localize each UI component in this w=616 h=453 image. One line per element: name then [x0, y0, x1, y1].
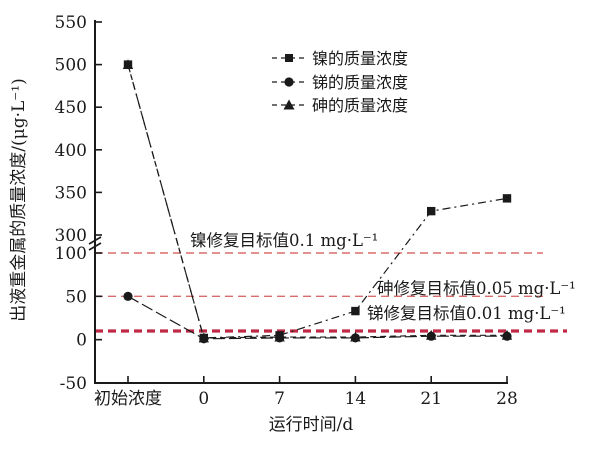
nickel-target-annotation: 镍修复目标值0.1 mg·L⁻¹: [190, 231, 378, 250]
legend-circle-marker-icon: [284, 77, 294, 87]
x-tick-label: 0: [198, 389, 209, 409]
legend-label-nickel: 镍的质量浓度: [312, 49, 408, 68]
nickel-series-line: [127, 64, 508, 339]
antimony-data-point-circle: [123, 291, 133, 301]
y-tick-label: 350: [55, 183, 87, 203]
x-tick-label: 28: [496, 389, 518, 409]
y-tick-label: 50: [65, 287, 87, 307]
x-tick-label: 7: [274, 389, 285, 409]
y-tick-label: -50: [60, 374, 87, 394]
y-tick-label: 450: [55, 98, 87, 118]
legend-triangle-marker-icon: [283, 99, 295, 110]
arsenic-series-line: [127, 64, 507, 339]
y-tick-label: 100: [55, 244, 87, 264]
arsenic-data-point-triangle: [122, 59, 134, 69]
legend-square-marker-icon: [285, 54, 293, 62]
nickel-data-point-square: [351, 306, 360, 316]
x-tick-label: 21: [420, 389, 442, 409]
arsenic-data-point-triangle: [426, 329, 437, 340]
legend-item-antimony: 锑的质量浓度: [272, 73, 408, 92]
y-axis-break-icon: [88, 236, 102, 251]
x-tick-label: 初始浓度: [94, 389, 162, 409]
y-tick-label: 0: [76, 331, 87, 351]
arsenic-data-point-triangle: [274, 331, 285, 342]
nickel-data-point-square: [502, 194, 512, 203]
y-tick-label: 400: [55, 141, 87, 161]
legend-item-nickel: 镍的质量浓度: [272, 49, 408, 68]
legend-label-arsenic: 砷的质量浓度: [312, 96, 408, 115]
arsenic-data-point-triangle: [350, 331, 361, 342]
legend-label-antimony: 锑的质量浓度: [312, 73, 408, 92]
arsenic-target-annotation: 砷修复目标值0.05 mg·L⁻¹: [377, 279, 576, 298]
legend: 镍的质量浓度 锑的质量浓度 砷的质量浓度: [272, 49, 408, 115]
arsenic-data-point-triangle: [501, 329, 513, 340]
target-lines-layer: [95, 252, 567, 333]
x-tick-label: 14: [345, 389, 367, 409]
x-axis-title: 运行时间/d: [269, 415, 354, 435]
arsenic-data-point-triangle: [198, 332, 209, 343]
antimony-target-annotation: 锑修复目标值0.01 mg·L⁻¹: [367, 304, 566, 323]
nickel-data-point-square: [427, 206, 436, 216]
series-layer: [122, 59, 513, 344]
legend-item-arsenic: 砷的质量浓度: [272, 96, 408, 115]
y-tick-label: 300: [55, 226, 87, 246]
y-tick-label: 550: [55, 13, 87, 33]
antimony-series-line: [127, 295, 507, 340]
y-axis-title: 出液重金属的质量浓度/(μg·L⁻¹): [9, 78, 29, 321]
y-tick-label: 500: [55, 56, 87, 76]
